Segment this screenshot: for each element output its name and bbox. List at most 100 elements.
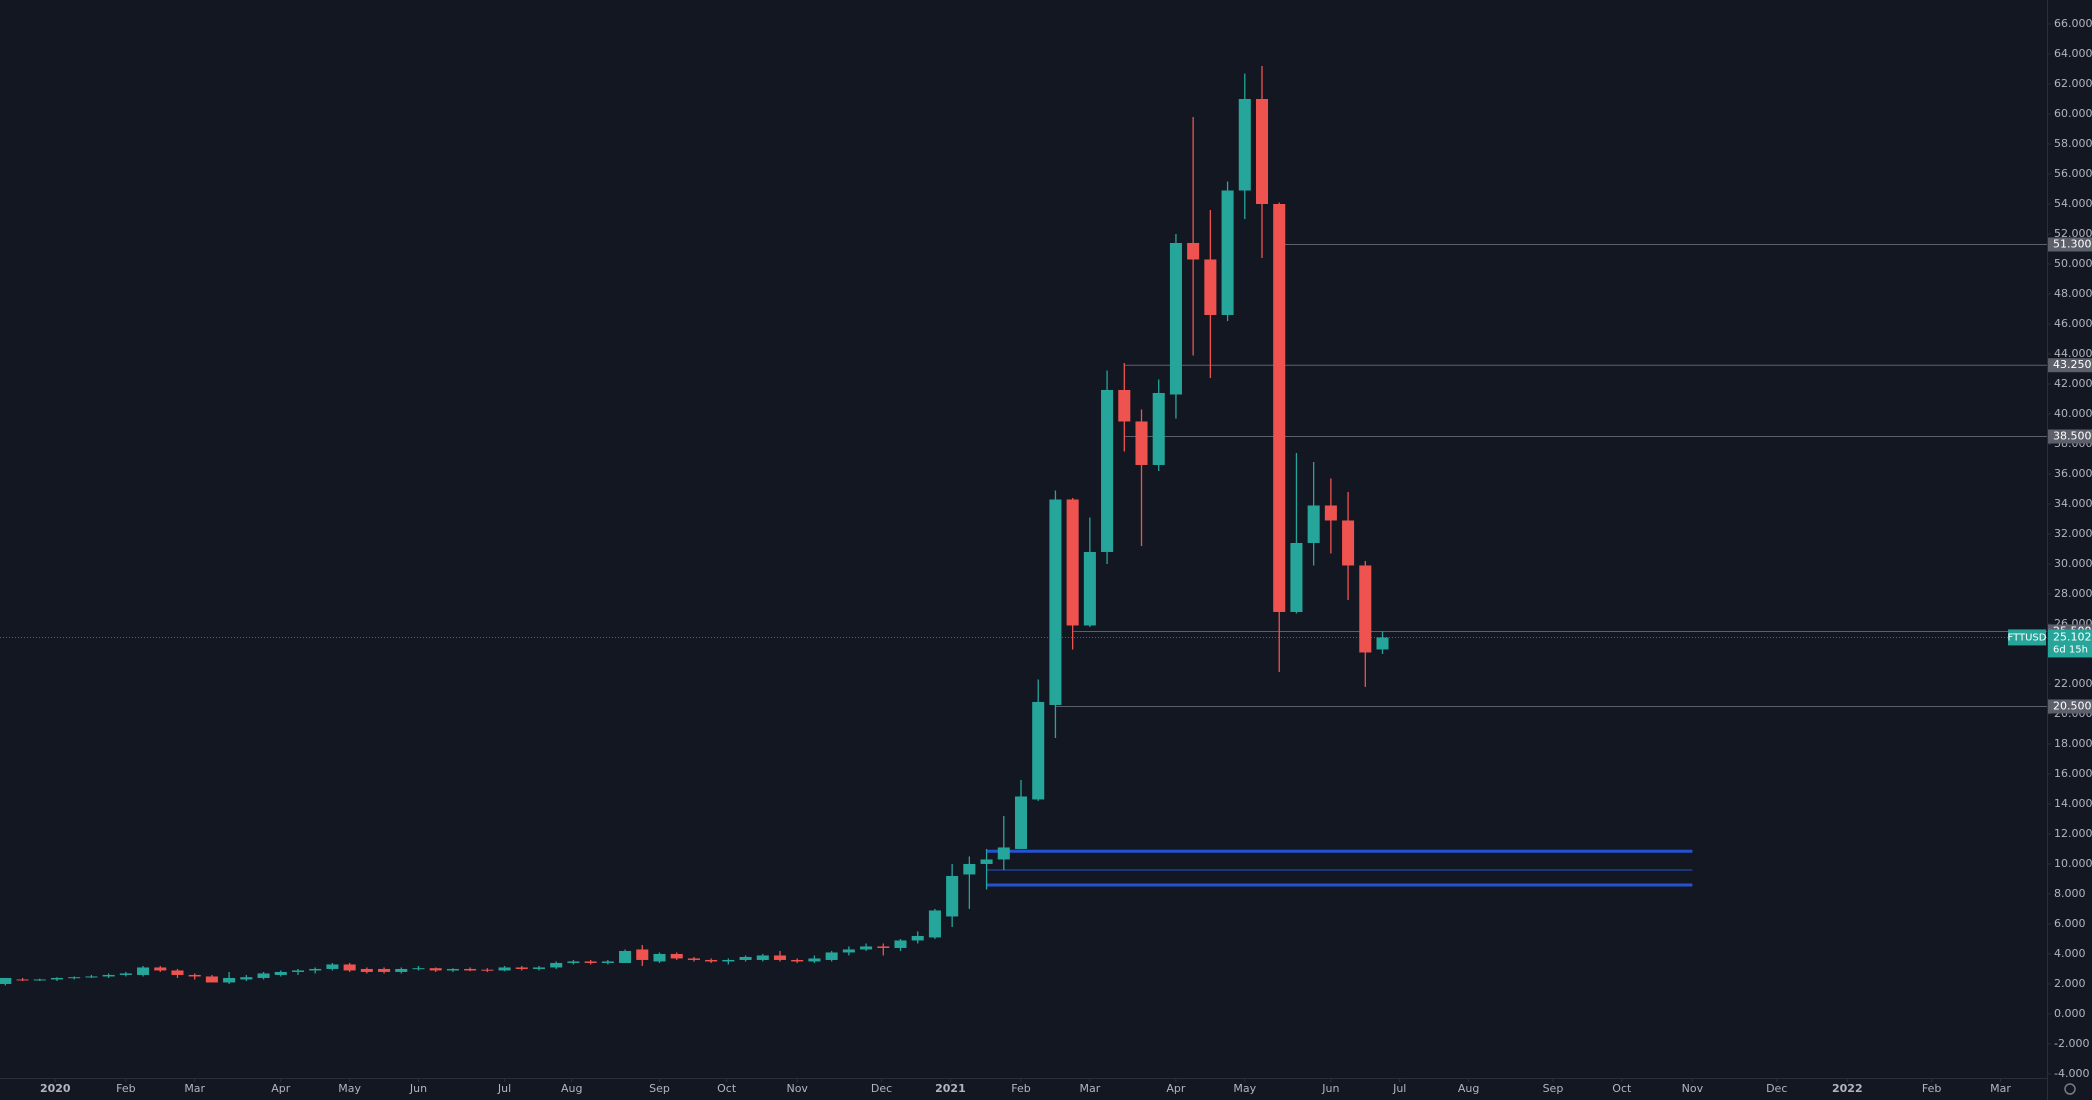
candle-body — [223, 977, 236, 983]
x-tick-label: Jul — [1392, 1082, 1406, 1095]
x-tick-label: May — [1233, 1082, 1256, 1095]
candle-body — [326, 964, 339, 969]
candle-body — [791, 959, 804, 962]
settings-icon[interactable] — [2064, 1083, 2076, 1095]
candle-body — [1135, 421, 1148, 465]
candle-body — [1049, 499, 1062, 705]
candle-body — [550, 962, 563, 968]
candle-body — [756, 955, 769, 960]
y-tick-label: 66.000 — [2054, 17, 2092, 30]
y-tick-label: 58.000 — [2054, 137, 2092, 150]
candle-body — [825, 952, 838, 960]
y-tick-label: 34.000 — [2054, 497, 2092, 510]
candle-body — [877, 946, 890, 948]
y-tick-label: 14.000 — [2054, 797, 2092, 810]
candle-body — [1066, 499, 1079, 626]
y-tick-label: 62.000 — [2054, 77, 2092, 90]
candle-body — [360, 968, 373, 972]
candle-body — [670, 953, 683, 959]
candle-body — [1032, 701, 1045, 800]
level-label: 51.300 — [2053, 237, 2092, 250]
candle-body — [1187, 242, 1200, 260]
candle-body — [498, 967, 511, 971]
candle-body — [1169, 242, 1182, 395]
x-tick-label: Oct — [1612, 1082, 1632, 1095]
candle-body — [291, 970, 305, 972]
candle-body — [33, 979, 46, 981]
y-tick-label: 40.000 — [2054, 407, 2092, 420]
y-tick-label: -4.000 — [2054, 1067, 2089, 1080]
candle-body — [1324, 505, 1337, 521]
candle-body — [808, 958, 821, 962]
candle-body — [188, 974, 201, 977]
level-label-box — [2048, 429, 2092, 444]
x-tick-label: Jul — [497, 1082, 511, 1095]
level-label: 43.250 — [2053, 358, 2092, 371]
y-tick-label: 30.000 — [2054, 557, 2092, 570]
symbol-label: FTTUSD — [2008, 632, 2047, 643]
y-tick-label: 6.000 — [2054, 917, 2086, 930]
y-tick-label: 8.000 — [2054, 887, 2086, 900]
candle-body — [68, 977, 81, 979]
candle-body — [653, 953, 666, 962]
y-tick-label: 16.000 — [2054, 767, 2092, 780]
candle-body — [429, 968, 442, 971]
x-tick-label: Mar — [1079, 1082, 1100, 1095]
x-tick-label: 2020 — [40, 1082, 71, 1095]
candle-body — [980, 859, 993, 864]
candle-body — [860, 946, 873, 950]
candle-body — [619, 950, 632, 963]
candle-body — [154, 967, 167, 971]
candle-body — [946, 875, 959, 917]
x-tick-label: 2022 — [1832, 1082, 1863, 1095]
candle-body — [1307, 505, 1320, 543]
candle-body — [464, 968, 477, 971]
candle-body — [1204, 259, 1217, 315]
x-tick-label: Nov — [786, 1082, 808, 1095]
candle-body — [636, 949, 649, 960]
candle-body — [1083, 551, 1096, 626]
y-tick-label: 28.000 — [2054, 587, 2092, 600]
candle-body — [50, 977, 64, 980]
candle-body — [1273, 203, 1286, 612]
x-tick-label: Aug — [561, 1082, 582, 1095]
x-tick-label: Mar — [184, 1082, 205, 1095]
y-tick-label: 18.000 — [2054, 737, 2092, 750]
y-tick-label: 54.000 — [2054, 197, 2092, 210]
symbol-box — [2008, 629, 2046, 646]
candle-body — [1221, 190, 1234, 315]
candle-body — [395, 968, 408, 972]
candle-body — [515, 967, 528, 969]
x-tick-label: Mar — [1990, 1082, 2011, 1095]
y-tick-label: 56.000 — [2054, 167, 2092, 180]
y-tick-label: -2.000 — [2054, 1037, 2089, 1050]
y-tick-label: 46.000 — [2054, 317, 2092, 330]
candle-body — [584, 961, 597, 963]
x-tick-label: Feb — [1922, 1082, 1941, 1095]
candle-body — [85, 976, 98, 978]
candle-body — [240, 977, 253, 980]
x-tick-label: Dec — [871, 1082, 892, 1095]
candle-body — [309, 968, 322, 971]
x-tick-label: Nov — [1682, 1082, 1704, 1095]
candle-body — [911, 935, 924, 941]
y-tick-label: 60.000 — [2054, 107, 2092, 120]
x-tick-label: Apr — [1166, 1082, 1186, 1095]
candle-body — [567, 961, 580, 963]
candle-body — [705, 959, 718, 962]
candle-body — [1255, 98, 1269, 204]
settings-gear[interactable] — [2064, 1083, 2076, 1095]
candle-body — [739, 956, 752, 960]
candle-body — [137, 967, 150, 975]
candle-body — [773, 955, 787, 960]
candle-body — [894, 940, 907, 948]
level-label-box — [2048, 358, 2092, 373]
candle-body — [1118, 389, 1131, 422]
y-tick-label: 48.000 — [2054, 287, 2092, 300]
candle-body — [0, 977, 12, 984]
candle-body — [446, 968, 459, 971]
level-label: 20.500 — [2053, 699, 2092, 712]
y-tick-label: 52.000 — [2054, 227, 2092, 240]
y-tick-label: 0.000 — [2054, 1007, 2086, 1020]
y-tick-label: 4.000 — [2054, 947, 2086, 960]
